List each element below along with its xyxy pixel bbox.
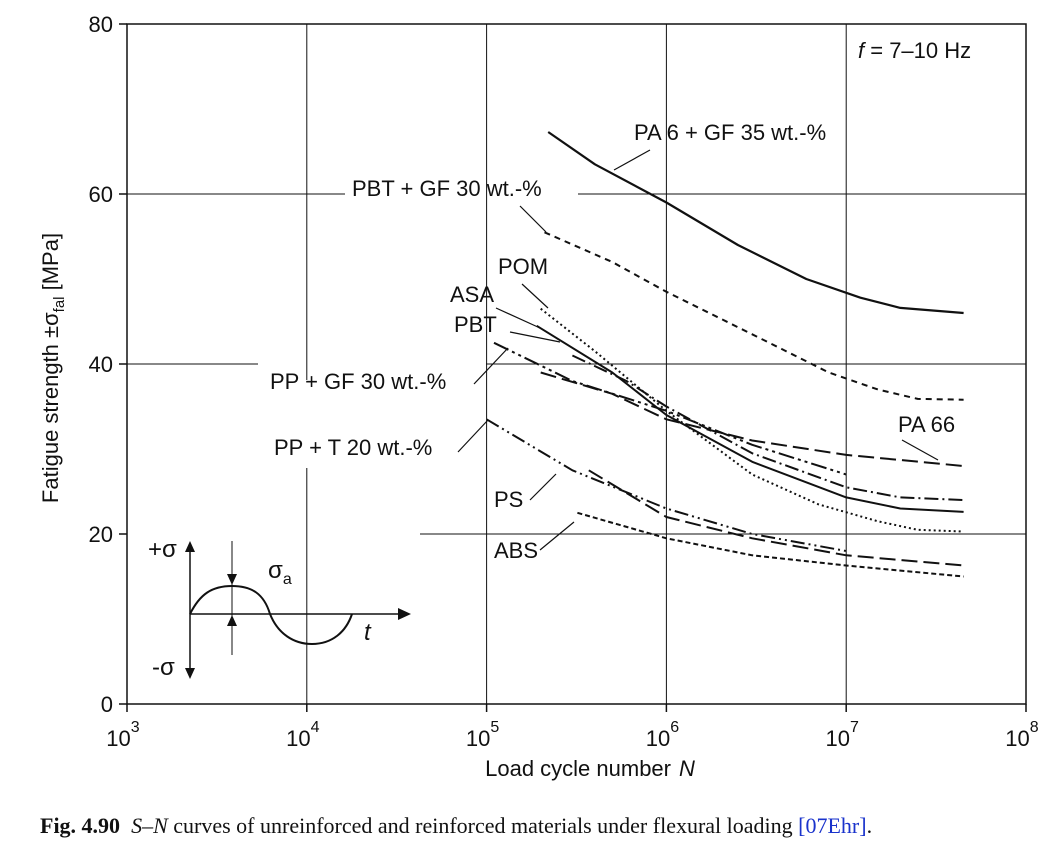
curve-label-7: PA 66 <box>898 412 955 437</box>
sn-curves <box>486 131 964 578</box>
curve-label-10: ABS <box>494 538 538 563</box>
curve-label-3: POM <box>498 254 548 279</box>
leader-line-4 <box>495 307 541 329</box>
curve-7 <box>540 371 964 467</box>
frequency-note: f = 7–10 Hz <box>858 38 971 63</box>
curve-2 <box>544 231 964 401</box>
inset-time-label: t <box>364 619 372 646</box>
leader-line-9 <box>529 473 557 501</box>
stress-amplitude-inset: +σ -σ σa t <box>148 536 411 681</box>
curve-label-4: ASA <box>450 282 494 307</box>
inset-sine-wave <box>189 584 353 646</box>
plot-frame <box>126 23 1027 705</box>
inset-down-arrow <box>185 668 195 679</box>
leader-line-8 <box>457 419 489 453</box>
curve-8 <box>486 418 847 552</box>
caption-text: curves of unreinforced and reinforced ma… <box>167 813 799 838</box>
x-axis-title: Load cycle number N <box>485 756 695 781</box>
y-axis-title: Fatigue strength ±σfal [MPa] <box>38 233 68 503</box>
leader-line-6 <box>473 347 509 385</box>
x-tick-label: 107 <box>826 719 859 751</box>
curve-label-2: PBT + GF 30 wt.-% <box>352 176 542 201</box>
x-tick-label: 105 <box>466 719 499 751</box>
y-tick-label: 0 <box>101 692 113 717</box>
leader-line-3 <box>521 283 549 309</box>
caption-reference-link[interactable]: [07Ehr] <box>798 813 867 838</box>
inset-up-arrow <box>185 541 195 552</box>
curve-3 <box>540 307 964 533</box>
curve-9 <box>588 469 964 567</box>
curve-label-8: PP + T 20 wt.-% <box>274 435 432 460</box>
y-tick-label: 80 <box>89 12 113 37</box>
curve-4 <box>536 324 964 513</box>
figure-number: Fig. 4.90 <box>40 813 121 838</box>
curve-label-1: PA 6 + GF 35 wt.-% <box>634 120 826 145</box>
caption-sn-term: S–N <box>131 813 168 838</box>
inset-plus-sigma: +σ <box>148 536 177 563</box>
inset-amplitude-arrow-bottom <box>227 615 237 626</box>
curve-label-6: PP + GF 30 wt.-% <box>270 369 446 394</box>
grid-lines <box>127 24 1026 704</box>
curve-label-9: PS <box>494 487 523 512</box>
curve-5 <box>571 354 964 501</box>
leader-line-1 <box>613 149 651 171</box>
x-tick-label: 106 <box>646 719 679 751</box>
curve-label-5: PBT <box>454 312 497 337</box>
curve-10 <box>577 511 964 578</box>
inset-amplitude-arrow-top <box>227 574 237 585</box>
inset-minus-sigma: -σ <box>152 654 175 681</box>
curve-labels: PA 6 + GF 35 wt.-% PBT + GF 30 wt.-% POMAS… <box>270 120 955 563</box>
inset-sigma-a: σa <box>268 557 292 588</box>
label-leader-lines <box>457 149 939 551</box>
y-tick-label: 60 <box>89 182 113 207</box>
leader-line-2 <box>519 205 547 233</box>
curve-1 <box>547 131 964 315</box>
curve-6 <box>493 341 847 476</box>
x-tick-label: 108 <box>1005 719 1038 751</box>
y-tick-label: 40 <box>89 352 113 377</box>
leader-line-5 <box>509 331 561 343</box>
sn-curve-chart: 0 20 40 60 80 103 104 105 106 107 108 PA 6 + GF 35… <box>38 12 1039 781</box>
figure-caption: Fig. 4.90 S–N curves of unreinforced and… <box>40 813 1050 839</box>
caption-period: . <box>866 813 873 838</box>
axis-ticks: 0 20 40 60 80 103 104 105 106 107 108 <box>89 12 1039 751</box>
x-tick-label: 104 <box>286 719 319 751</box>
y-tick-label: 20 <box>89 522 113 547</box>
x-tick-label: 103 <box>106 719 139 751</box>
inset-right-arrow <box>398 608 411 620</box>
leader-line-7 <box>901 439 939 461</box>
leader-line-10 <box>539 521 575 551</box>
